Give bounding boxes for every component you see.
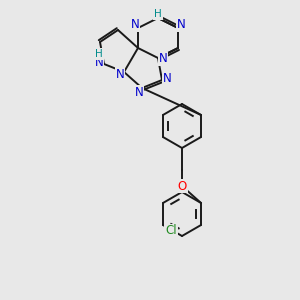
Text: O: O bbox=[177, 179, 187, 193]
Text: N: N bbox=[130, 19, 140, 32]
Text: N: N bbox=[116, 68, 124, 80]
Text: N: N bbox=[135, 85, 143, 98]
Text: Cl: Cl bbox=[165, 224, 177, 238]
Text: H: H bbox=[154, 9, 162, 19]
Text: N: N bbox=[159, 52, 167, 65]
Text: N: N bbox=[135, 85, 143, 98]
Text: N: N bbox=[163, 73, 171, 85]
Text: N: N bbox=[177, 19, 185, 32]
Text: H: H bbox=[95, 49, 103, 59]
Text: N: N bbox=[116, 68, 124, 80]
Text: N: N bbox=[94, 56, 103, 70]
Text: O: O bbox=[177, 179, 187, 193]
